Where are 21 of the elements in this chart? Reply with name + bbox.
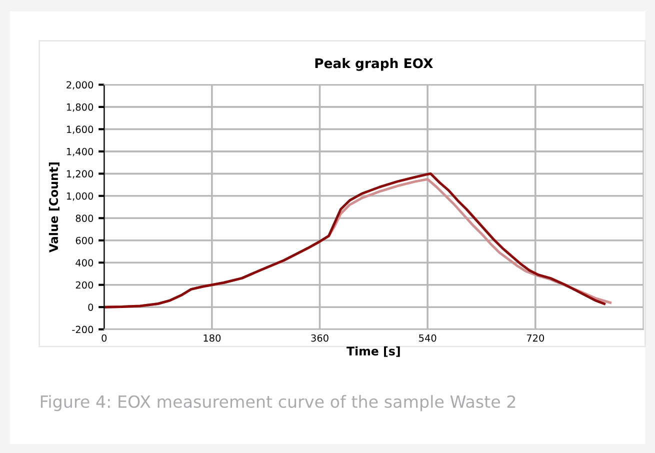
y-tick-label: 1,800 <box>66 103 94 112</box>
x-tick-label: 720 <box>526 334 544 342</box>
y-tick-label: 1,200 <box>66 170 94 178</box>
x-axis-title: Time [s] <box>346 346 400 357</box>
y-tick-label: 400 <box>76 259 94 266</box>
y-tick-label: 600 <box>76 236 94 244</box>
x-tick-label: 180 <box>204 334 221 342</box>
x-tick-label: 360 <box>311 334 328 342</box>
chart-title: Peak graph EOX <box>315 58 433 71</box>
y-axis-title: Value [Count] <box>48 162 60 252</box>
caption: Figure 4: EOX measurement curve of the sample Waste 2 <box>40 395 516 412</box>
y-tick-label: 1,400 <box>66 148 94 156</box>
y-tick-label: -200 <box>72 326 94 334</box>
y-tick-label: 0 <box>88 304 94 311</box>
x-tick-label: 0 <box>102 334 107 342</box>
x-tick-label: 540 <box>419 334 436 342</box>
y-tick-label: 800 <box>76 214 94 222</box>
y-tick-label: 200 <box>76 281 94 289</box>
y-tick-label: 1,000 <box>66 192 94 201</box>
y-tick-label: 1,600 <box>66 126 94 134</box>
y-tick-label: 2,000 <box>66 81 94 90</box>
